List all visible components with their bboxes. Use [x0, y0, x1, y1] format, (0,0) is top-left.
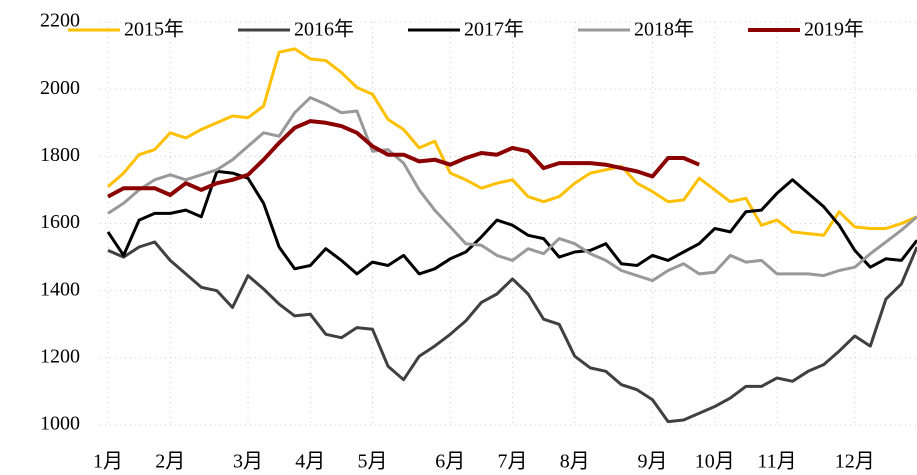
y-tick-label: 1400 — [40, 278, 80, 300]
line — [107, 119, 700, 199]
legend-label: 2018年 — [634, 18, 694, 41]
y-tick-label: 2000 — [40, 77, 80, 99]
legend-label: 2017年 — [464, 18, 524, 41]
x-tick-label: 9月 — [638, 451, 668, 473]
line — [107, 96, 917, 283]
y-tick-label: 1800 — [40, 144, 80, 166]
x-tick-label: 12月 — [835, 451, 875, 473]
legend-label: 2015年 — [124, 18, 184, 41]
legend-label: 2019年 — [804, 18, 864, 41]
x-tick-label: 4月 — [295, 451, 325, 473]
line — [107, 240, 917, 424]
y-tick-label: 1200 — [40, 345, 80, 367]
x-tick-label: 8月 — [560, 451, 590, 473]
x-tick-label: 10月 — [695, 451, 735, 473]
x-tick-label: 3月 — [233, 451, 263, 473]
y-tick-label: 1600 — [40, 211, 80, 233]
y-tick-label: 2200 — [40, 10, 80, 32]
x-tick-label: 1月 — [93, 451, 123, 473]
x-tick-label: 7月 — [498, 451, 528, 473]
x-tick-label: 5月 — [357, 451, 387, 473]
y-tick-label: 1000 — [40, 413, 80, 435]
x-tick-label: 11月 — [757, 451, 796, 473]
x-tick-label: 6月 — [435, 451, 465, 473]
line — [107, 47, 917, 237]
legend-label: 2016年 — [294, 18, 354, 41]
x-tick-label: 2月 — [155, 451, 185, 473]
